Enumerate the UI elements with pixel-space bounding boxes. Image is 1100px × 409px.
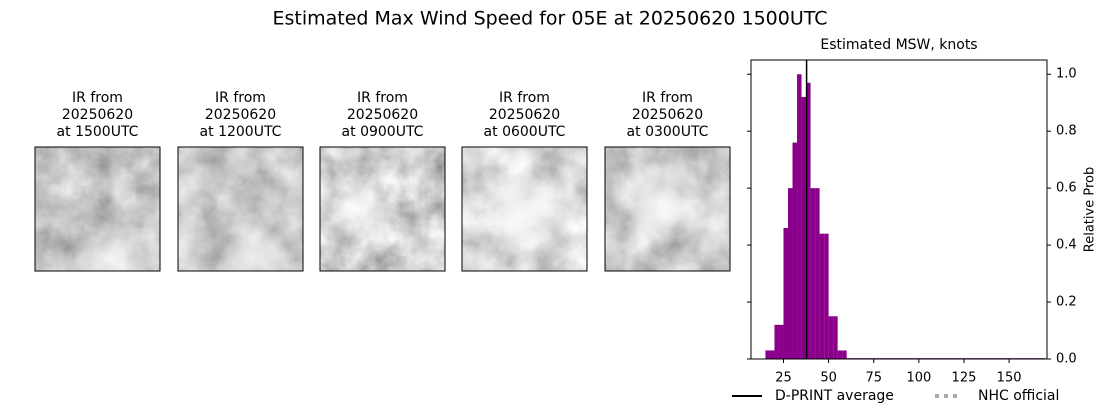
panel-title: at 0600UTC: [484, 124, 566, 140]
bar: [792, 142, 798, 359]
panel-title: at 0300UTC: [627, 124, 709, 140]
panel-frame: [461, 146, 588, 272]
chart-title: Estimated MSW, knots: [820, 37, 977, 53]
panel-title: 20250620: [489, 107, 560, 123]
figure-title: Estimated Max Wind Speed for 05E at 2025…: [272, 8, 827, 30]
cloud: [72, 228, 148, 289]
panel-title: at 1200UTC: [200, 124, 282, 140]
bar: [778, 324, 784, 359]
histogram: Estimated MSW, knots 25 50 75 100 125 150 0.0 0.…: [732, 37, 1098, 404]
legend-label: NHC official: [978, 388, 1059, 404]
panel-title: at 1500UTC: [57, 124, 139, 140]
axes-frame: [750, 59, 1048, 360]
panel-title: 20250620: [347, 107, 418, 123]
x-tick-label: 75: [865, 371, 882, 386]
panel-title: IR from: [642, 90, 693, 106]
bar: [765, 350, 770, 359]
y-axis-label: Relative Prob: [1083, 167, 1098, 252]
y-tick-label: 0.0: [1056, 352, 1077, 367]
bar: [828, 316, 834, 359]
bar: [842, 350, 847, 359]
panel-title: 20250620: [632, 107, 703, 123]
panel-title: IR from: [72, 90, 123, 106]
bar: [819, 233, 825, 359]
panel-title: IR from: [499, 90, 550, 106]
panel-frame: [34, 146, 161, 272]
bar: [837, 350, 843, 359]
y-tick-label: 1.0: [1056, 67, 1077, 82]
x-tick-label: 50: [820, 371, 837, 386]
bar: [788, 188, 793, 359]
x-tick-label: 25: [775, 371, 792, 386]
bar: [797, 74, 802, 359]
y-tick-label: 0.6: [1056, 181, 1077, 196]
bar: [806, 82, 811, 360]
bar: [774, 324, 779, 359]
legend-label: D-PRINT average: [775, 388, 894, 404]
panel-frame: [319, 146, 446, 272]
y-tick-label: 0.8: [1056, 124, 1077, 139]
y-tick-label: 0.2: [1056, 295, 1077, 310]
panel-frame: [604, 146, 731, 272]
panel-title: IR from: [215, 90, 266, 106]
panel-title: 20250620: [205, 107, 276, 123]
bar: [824, 233, 829, 359]
x-tick-label: 150: [997, 371, 1022, 386]
cloud: [605, 158, 718, 248]
panel-title: IR from: [357, 90, 408, 106]
cloud: [215, 228, 291, 289]
x-tick-label: 100: [906, 371, 931, 386]
panel-title: at 0900UTC: [342, 124, 424, 140]
bar: [810, 188, 816, 359]
bar: [801, 97, 807, 360]
panel-frame: [177, 146, 304, 272]
x-tick-label: 125: [952, 371, 977, 386]
cloud: [462, 165, 587, 265]
bar: [833, 316, 838, 359]
bar: [783, 228, 788, 359]
bar: [769, 350, 775, 359]
cloud: [313, 174, 402, 244]
y-tick-label: 0.4: [1056, 238, 1077, 253]
bar: [815, 188, 820, 359]
panel-title: 20250620: [62, 107, 133, 123]
